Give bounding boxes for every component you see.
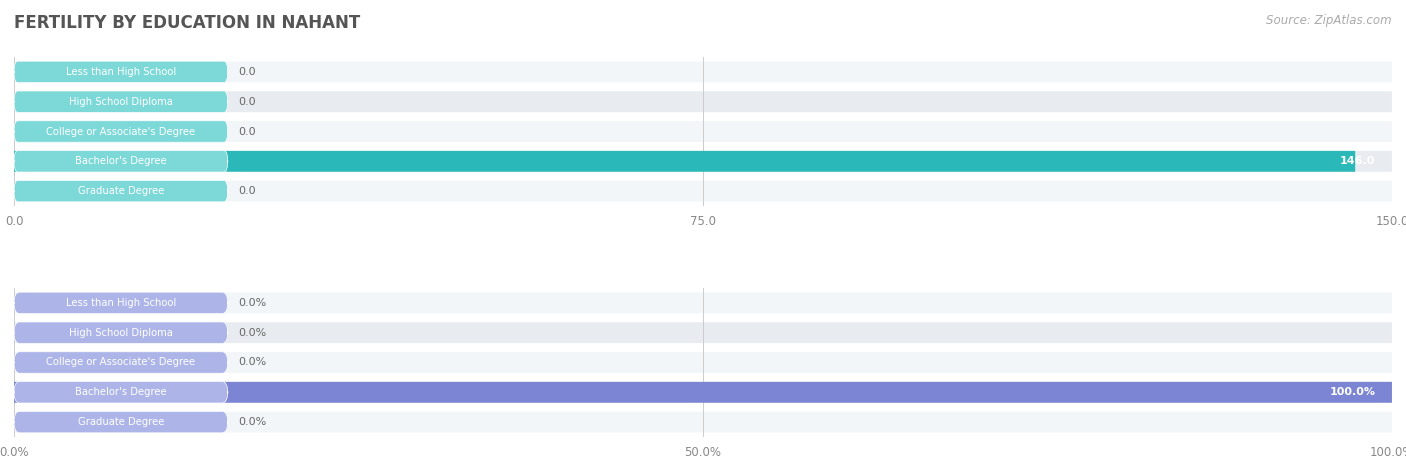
Text: Graduate Degree: Graduate Degree: [77, 186, 165, 196]
Text: Source: ZipAtlas.com: Source: ZipAtlas.com: [1267, 14, 1392, 27]
Text: High School Diploma: High School Diploma: [69, 97, 173, 107]
FancyBboxPatch shape: [14, 151, 1355, 172]
FancyBboxPatch shape: [14, 121, 228, 142]
FancyBboxPatch shape: [14, 322, 228, 343]
FancyBboxPatch shape: [14, 91, 228, 113]
Text: Less than High School: Less than High School: [66, 67, 176, 77]
FancyBboxPatch shape: [14, 151, 228, 172]
FancyBboxPatch shape: [14, 322, 1392, 343]
FancyBboxPatch shape: [14, 61, 228, 83]
Text: FERTILITY BY EDUCATION IN NAHANT: FERTILITY BY EDUCATION IN NAHANT: [14, 14, 360, 32]
Text: Less than High School: Less than High School: [66, 298, 176, 308]
Text: 0.0%: 0.0%: [239, 417, 267, 427]
FancyBboxPatch shape: [14, 352, 228, 373]
Text: 0.0%: 0.0%: [239, 298, 267, 308]
Text: Bachelor's Degree: Bachelor's Degree: [75, 156, 167, 166]
Text: High School Diploma: High School Diploma: [69, 328, 173, 338]
Text: 146.0: 146.0: [1340, 156, 1375, 166]
Text: Graduate Degree: Graduate Degree: [77, 417, 165, 427]
FancyBboxPatch shape: [14, 180, 228, 202]
FancyBboxPatch shape: [14, 293, 1392, 314]
Text: 0.0%: 0.0%: [239, 328, 267, 338]
FancyBboxPatch shape: [14, 121, 1392, 142]
FancyBboxPatch shape: [14, 411, 228, 433]
FancyBboxPatch shape: [14, 91, 1392, 112]
Text: 100.0%: 100.0%: [1330, 387, 1375, 397]
Text: 0.0: 0.0: [239, 67, 256, 77]
Text: College or Associate's Degree: College or Associate's Degree: [46, 126, 195, 136]
Text: 0.0: 0.0: [239, 126, 256, 136]
FancyBboxPatch shape: [14, 180, 1392, 201]
Text: 0.0%: 0.0%: [239, 358, 267, 368]
FancyBboxPatch shape: [14, 352, 1392, 373]
FancyBboxPatch shape: [14, 382, 1392, 403]
FancyBboxPatch shape: [14, 382, 1392, 403]
Text: Bachelor's Degree: Bachelor's Degree: [75, 387, 167, 397]
Text: 0.0: 0.0: [239, 97, 256, 107]
FancyBboxPatch shape: [14, 151, 1392, 172]
Text: College or Associate's Degree: College or Associate's Degree: [46, 358, 195, 368]
FancyBboxPatch shape: [14, 412, 1392, 433]
Text: 0.0: 0.0: [239, 186, 256, 196]
FancyBboxPatch shape: [14, 61, 1392, 82]
FancyBboxPatch shape: [14, 381, 228, 403]
FancyBboxPatch shape: [14, 292, 228, 314]
